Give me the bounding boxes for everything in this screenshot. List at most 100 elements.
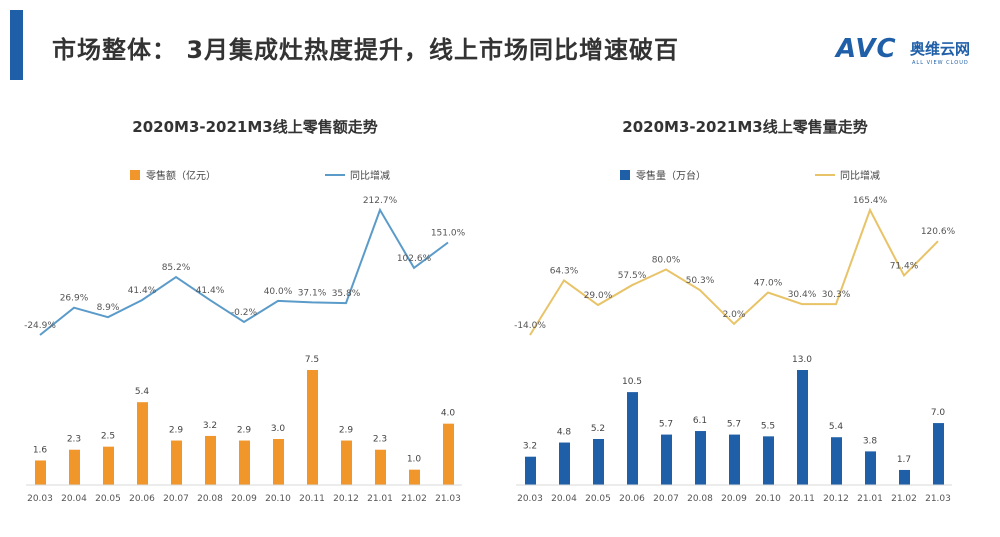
x-tick-label: 21.01 xyxy=(367,494,393,504)
x-tick-label: 20.10 xyxy=(755,494,781,504)
bar-value-label: 1.7 xyxy=(897,455,911,465)
bar xyxy=(103,446,114,485)
line-value-label: 120.6% xyxy=(921,227,956,237)
bar xyxy=(273,439,284,485)
line-value-label: 37.1% xyxy=(298,288,327,298)
bar-value-label: 13.0 xyxy=(792,355,812,365)
line-value-label: -0.2% xyxy=(231,308,258,318)
chart-title: 2020M3-2021M3线上零售额走势 xyxy=(132,118,378,136)
line-value-label: 35.8% xyxy=(332,289,361,299)
legend-label-line: 同比增减 xyxy=(350,169,390,182)
bar-value-label: 7.5 xyxy=(305,355,319,365)
legend-label-line: 同比增减 xyxy=(840,169,880,182)
bar-value-label: 2.3 xyxy=(67,435,81,445)
bar xyxy=(409,469,420,485)
x-tick-label: 20.06 xyxy=(619,494,645,504)
x-tick-label: 20.11 xyxy=(299,494,325,504)
x-tick-label: 20.05 xyxy=(95,494,121,504)
page-title: 市场整体： 3月集成灶热度提升，线上市场同比增速破百 xyxy=(52,36,680,64)
bar xyxy=(35,460,46,485)
bar xyxy=(661,434,672,485)
x-tick-label: 20.12 xyxy=(333,494,359,504)
legend-label-bar: 零售量（万台） xyxy=(636,169,706,182)
bar-value-label: 1.0 xyxy=(407,455,422,465)
bar-value-label: 6.1 xyxy=(693,416,707,426)
bar-value-label: 4.0 xyxy=(441,409,456,419)
line-value-label: 41.4% xyxy=(196,286,225,296)
x-tick-label: 20.03 xyxy=(517,494,543,504)
bar-value-label: 5.7 xyxy=(659,420,673,430)
bar-value-label: 2.9 xyxy=(169,426,184,436)
line-value-label: 8.9% xyxy=(97,303,120,313)
bar xyxy=(137,402,148,485)
line-value-label: 102.6% xyxy=(397,254,432,264)
bar xyxy=(341,440,352,485)
logo-text: AVC xyxy=(836,34,897,64)
x-tick-label: 20.04 xyxy=(551,494,577,504)
bar xyxy=(763,436,774,485)
bar-value-label: 10.5 xyxy=(622,377,642,387)
bar-value-label: 5.2 xyxy=(591,424,605,434)
bar-value-label: 2.9 xyxy=(237,426,252,436)
bar xyxy=(865,451,876,485)
line-value-label: 47.0% xyxy=(754,278,783,288)
x-tick-label: 20.08 xyxy=(687,494,713,504)
line-value-label: 40.0% xyxy=(264,287,293,297)
chart-panel-sales-value: 2020M3-2021M3线上零售额走势 零售额（亿元） 同比增减 1.6 2.3 2.… xyxy=(10,100,500,520)
bar xyxy=(729,434,740,485)
line-value-label: 85.2% xyxy=(162,263,191,273)
chart-title: 2020M3-2021M3线上零售量走势 xyxy=(622,118,868,136)
line-value-label: -24.9% xyxy=(24,321,56,331)
line-value-label: 26.9% xyxy=(60,294,89,304)
x-tick-label: 20.03 xyxy=(27,494,53,504)
chart-panel-sales-volume: 2020M3-2021M3线上零售量走势 零售量（万台） 同比增减 3.2 4.8 5.… xyxy=(500,100,990,520)
chart-sales-value: 零售额（亿元） 同比增减 1.6 2.3 2.5 5.4 2.9 3.2 2.9 3.0 7.5 2.… xyxy=(24,169,466,504)
bar-value-label: 2.9 xyxy=(339,426,354,436)
bar-value-label: 3.0 xyxy=(271,424,286,434)
bar-value-label: 5.4 xyxy=(135,387,150,397)
line-value-label: 151.0% xyxy=(431,228,466,238)
x-tick-label: 20.04 xyxy=(61,494,87,504)
bar xyxy=(239,440,250,485)
line-value-label: 212.7% xyxy=(363,196,398,206)
bar xyxy=(443,423,454,485)
bar-value-label: 5.5 xyxy=(761,421,775,431)
line-value-label: 165.4% xyxy=(853,196,888,206)
x-tick-label: 20.07 xyxy=(163,494,189,504)
line-value-label: 80.0% xyxy=(652,256,681,266)
x-tick-label: 21.03 xyxy=(435,494,461,504)
bar-value-label: 3.2 xyxy=(203,421,217,431)
bar xyxy=(593,439,604,485)
x-tick-label: 20.12 xyxy=(823,494,849,504)
line-value-label: 41.4% xyxy=(128,286,157,296)
legend-swatch-bar xyxy=(130,170,140,180)
bar xyxy=(831,437,842,485)
chart-sales-volume: 零售量（万台） 同比增减 3.2 4.8 5.2 10.5 5.7 6.1 5.7 5.5 13.0… xyxy=(514,169,956,504)
bar xyxy=(307,370,318,485)
bar xyxy=(627,392,638,485)
bar-value-label: 3.8 xyxy=(863,436,878,446)
x-tick-label: 21.03 xyxy=(925,494,951,504)
x-tick-label: 20.09 xyxy=(231,494,257,504)
bar-value-label: 3.2 xyxy=(523,442,537,452)
bar xyxy=(69,449,80,485)
line-value-label: 57.5% xyxy=(618,271,647,281)
bar-value-label: 4.8 xyxy=(557,428,572,438)
bar-value-label: 2.5 xyxy=(101,432,115,442)
line-value-label: 2.0% xyxy=(723,310,746,320)
bar-value-label: 5.4 xyxy=(829,422,844,432)
line-value-label: -14.0% xyxy=(514,321,546,331)
x-tick-label: 20.08 xyxy=(197,494,223,504)
x-tick-label: 20.11 xyxy=(789,494,815,504)
x-tick-label: 21.01 xyxy=(857,494,883,504)
legend-label-bar: 零售额（亿元） xyxy=(146,169,216,182)
bar xyxy=(375,449,386,485)
line-value-label: 50.3% xyxy=(686,276,715,286)
series-line xyxy=(529,207,939,336)
x-tick-label: 20.05 xyxy=(585,494,611,504)
legend-swatch-bar xyxy=(620,170,630,180)
x-tick-label: 21.02 xyxy=(401,494,427,504)
bar xyxy=(525,456,536,485)
header-accent-bar xyxy=(10,10,23,80)
logo-cn: 奥维云网 xyxy=(910,40,971,58)
